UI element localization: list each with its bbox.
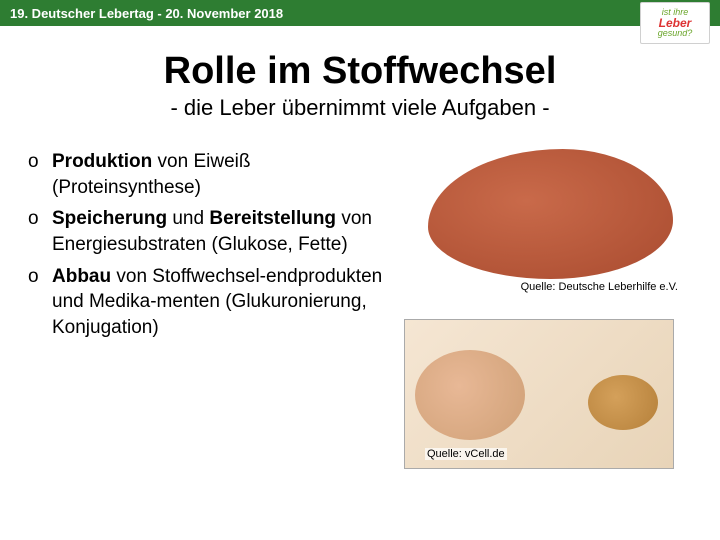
liver-image — [428, 149, 673, 279]
image-column: Quelle: Deutsche Leberhilfe e.V. Quelle:… — [398, 149, 698, 469]
bullet-column: Produktion von Eiweiß (Proteinsynthese) … — [28, 149, 398, 469]
b2-bold: Speicherung — [52, 208, 167, 229]
logo-line3: gesund? — [658, 28, 693, 38]
cell-caption: Quelle: vCell.de — [425, 448, 507, 460]
page-title: Rolle im Stoffwechsel — [0, 50, 720, 93]
cell-image: Quelle: vCell.de — [404, 319, 674, 469]
b2-mid: und — [167, 208, 209, 229]
header-text: 19. Deutscher Lebertag - 20. November 20… — [10, 6, 283, 21]
b2-bold2: Bereitstellung — [209, 208, 336, 229]
logo: ist ihre Leber gesund? — [640, 2, 710, 44]
b3-bold: Abbau — [52, 266, 111, 287]
page-subtitle: - die Leber übernimmt viele Aufgaben - — [0, 95, 720, 121]
b1-bold: Produktion — [52, 151, 152, 172]
bullet-2: Speicherung und Bereitstellung von Energ… — [28, 206, 398, 257]
content-area: Produktion von Eiweiß (Proteinsynthese) … — [0, 149, 720, 469]
bullet-3: Abbau von Stoffwechsel-endprodukten und … — [28, 264, 398, 341]
liver-caption: Quelle: Deutsche Leberhilfe e.V. — [398, 281, 698, 293]
bullet-1: Produktion von Eiweiß (Proteinsynthese) — [28, 149, 398, 200]
